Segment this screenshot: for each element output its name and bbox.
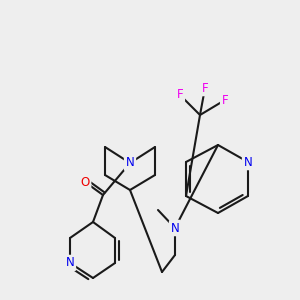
- Text: F: F: [202, 82, 208, 94]
- Text: N: N: [244, 155, 252, 169]
- Text: N: N: [171, 221, 179, 235]
- Text: O: O: [80, 176, 90, 188]
- Text: N: N: [126, 157, 134, 169]
- Text: F: F: [177, 88, 183, 101]
- Text: N: N: [66, 256, 74, 269]
- Text: F: F: [222, 94, 228, 106]
